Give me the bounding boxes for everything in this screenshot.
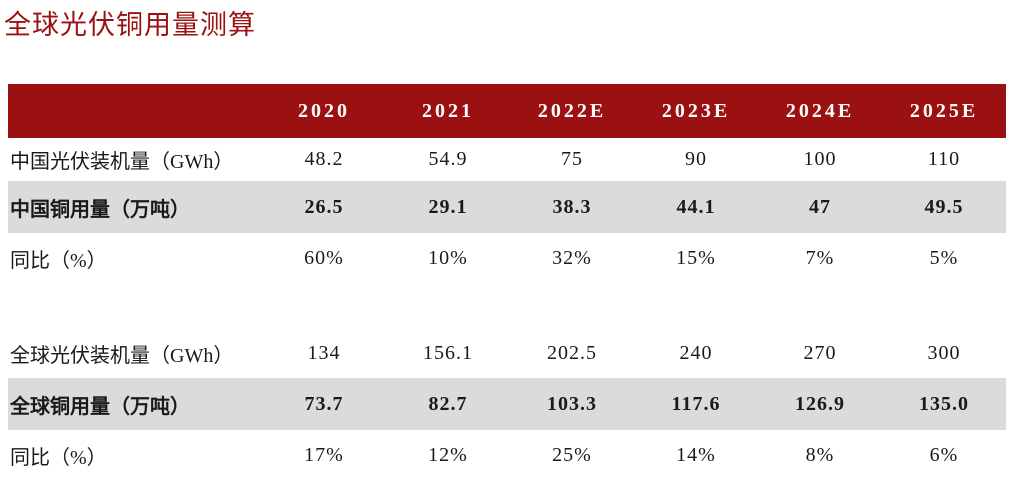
cell-value: 73.7 <box>304 392 344 415</box>
row-label: 同比（%） <box>10 446 107 469</box>
column-header: 2020 <box>298 99 350 122</box>
cell-value: 134 <box>307 341 341 364</box>
cell-value: 32% <box>552 246 592 269</box>
column-header: 2024E <box>785 99 855 122</box>
table-row: 同比（%） 60% 10% 32% 15% 7% 5% <box>8 233 1006 283</box>
cell-value: 103.3 <box>547 392 597 415</box>
cell-value <box>882 283 1006 328</box>
cell-value: 60% <box>304 246 344 269</box>
cell-value: 135.0 <box>919 392 969 415</box>
table-body: 中国光伏装机量（GWh） 48.2 54.9 75 90 100 110 中国铜用量（万吨） 2… <box>8 138 1006 480</box>
row-label: 中国光伏装机量（GWh） <box>10 151 234 173</box>
cell-value: 17% <box>304 443 344 466</box>
header-row: 2020 2021 2022E 2023E 2024E 2025E <box>8 84 1006 138</box>
cell-value: 6% <box>929 443 959 466</box>
cell-value: 240 <box>679 341 713 364</box>
cell-value: 29.1 <box>428 195 468 218</box>
cell-value: 126.9 <box>795 392 845 415</box>
cell-value: 49.5 <box>924 195 964 218</box>
row-label: 全球光伏装机量（GWh） <box>10 344 234 367</box>
column-header: 2022E <box>537 99 607 122</box>
cell-value: 8% <box>805 443 835 466</box>
cell-value <box>262 283 386 328</box>
cell-value: 10% <box>428 246 468 269</box>
cell-value <box>758 283 882 328</box>
cell-value: 12% <box>428 443 468 466</box>
cell-value: 14% <box>676 443 716 466</box>
cell-value: 7% <box>805 246 835 269</box>
table-row: 全球光伏装机量（GWh） 134 156.1 202.5 240 270 300 <box>8 328 1006 378</box>
cell-value: 38.3 <box>552 195 592 218</box>
column-header: 2023E <box>661 99 731 122</box>
table-row: 全球铜用量（万吨） 73.7 82.7 103.3 117.6 126.9 135.0 <box>8 378 1006 430</box>
cell-value: 156.1 <box>423 341 473 364</box>
cell-value: 75 <box>561 148 583 170</box>
cell-value: 5% <box>929 246 959 269</box>
cell-value: 25% <box>552 443 592 466</box>
table-row: 同比（%） 17% 12% 25% 14% 8% 6% <box>8 430 1006 480</box>
cell-value: 15% <box>676 246 716 269</box>
cell-value: 82.7 <box>428 392 468 415</box>
row-label: 同比（%） <box>10 249 107 272</box>
cell-value: 117.6 <box>671 392 721 415</box>
column-header: 2025E <box>909 99 979 122</box>
cell-value: 44.1 <box>676 195 716 218</box>
cell-value: 100 <box>803 148 837 170</box>
cell-value: 47 <box>809 195 831 218</box>
copper-usage-table: 2020 2021 2022E 2023E 2024E 2025E 中国光伏装机量（GWh… <box>8 84 1006 480</box>
table-row: 中国光伏装机量（GWh） 48.2 54.9 75 90 100 110 <box>8 138 1006 181</box>
cell-value <box>510 283 634 328</box>
cell-value: 26.5 <box>304 195 344 218</box>
column-header-label <box>8 84 262 138</box>
cell-value: 110 <box>927 148 961 170</box>
cell-value <box>634 283 758 328</box>
cell-value: 202.5 <box>547 341 597 364</box>
table-row: 中国铜用量（万吨） 26.5 29.1 38.3 44.1 47 49.5 <box>8 181 1006 233</box>
cell-value: 54.9 <box>428 148 468 170</box>
row-label <box>8 283 262 328</box>
row-label: 全球铜用量（万吨） <box>10 395 190 418</box>
cell-value <box>386 283 510 328</box>
table-header: 2020 2021 2022E 2023E 2024E 2025E <box>8 84 1006 138</box>
spacer-row <box>8 283 1006 328</box>
page-title: 全球光伏铜用量测算 <box>4 10 256 40</box>
row-label: 中国铜用量（万吨） <box>10 198 190 221</box>
cell-value: 90 <box>685 148 707 170</box>
cell-value: 48.2 <box>304 148 344 170</box>
cell-value: 300 <box>927 341 961 364</box>
column-header: 2021 <box>422 99 474 122</box>
cell-value: 270 <box>803 341 837 364</box>
